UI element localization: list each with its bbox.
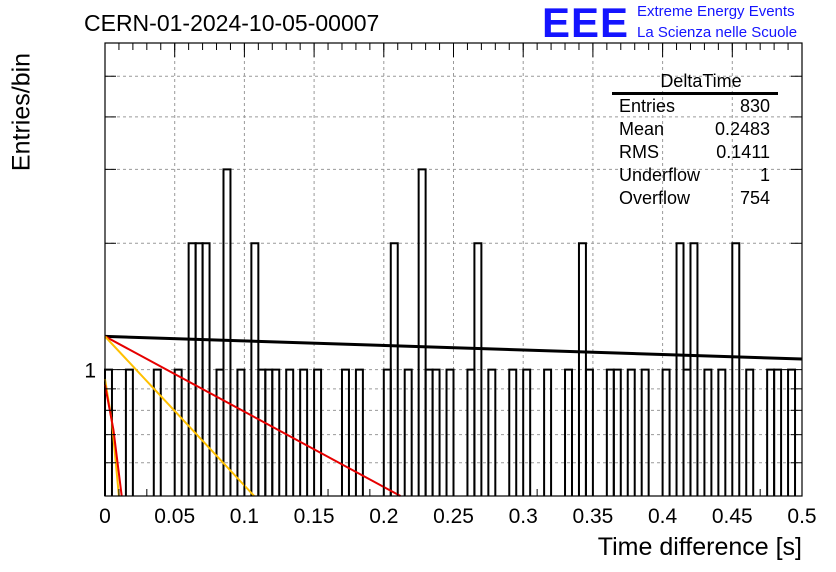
histogram-bin	[431, 368, 441, 496]
stats-value: 830	[739, 96, 770, 116]
x-tick-label: 0.1	[230, 505, 259, 528]
stats-value: 1	[759, 165, 770, 185]
histogram-bin	[445, 368, 455, 496]
histogram-bin	[731, 242, 741, 496]
histogram-bin	[354, 368, 364, 496]
axis-ticks	[104, 42, 803, 497]
stats-row-rms: RMS 0.1411	[612, 141, 782, 164]
histogram-bin	[543, 368, 553, 496]
histogram-bin	[689, 242, 699, 496]
x-tick-label: 0.4	[648, 505, 678, 528]
stats-key: RMS	[619, 142, 659, 162]
x-tick-label: 0	[99, 505, 111, 528]
x-tick-label: 0.45	[712, 505, 753, 528]
x-tick-label: 0.15	[294, 505, 335, 528]
stats-value: 754	[739, 188, 770, 208]
stats-row-overflow: Overflow 754	[612, 187, 782, 210]
histogram-bin	[773, 368, 783, 496]
histogram-bin	[564, 368, 573, 496]
histogram-bin	[584, 368, 594, 496]
x-tick-label: 0.3	[509, 505, 538, 528]
histogram-bin	[612, 368, 622, 496]
histogram-bin	[340, 368, 350, 496]
run-title: CERN-01-2024-10-05-00007	[84, 10, 380, 36]
histogram-bins	[104, 168, 797, 496]
histogram-bin	[522, 368, 532, 496]
stats-value: 0.1411	[716, 142, 770, 162]
histogram-bin	[508, 368, 518, 496]
histogram-bin	[717, 368, 727, 496]
histogram-bin	[299, 368, 309, 496]
stats-key: Underflow	[619, 165, 701, 185]
histogram-bin	[703, 368, 713, 496]
histogram-bin	[403, 368, 413, 496]
fit-curve	[104, 384, 123, 497]
histogram-bin	[389, 242, 399, 496]
histogram-bin	[745, 368, 755, 496]
tick-labels: 0 0.05 0.1 0.15 0.2 0.25 0.3 0.35 0.4 0.45 0.5 1	[84, 360, 816, 528]
stats-row-mean: Mean 0.2483	[612, 118, 782, 141]
fit-curve	[104, 335, 401, 497]
y-axis-label: Entries/bin	[7, 52, 36, 172]
histogram-bin	[285, 368, 295, 496]
x-tick-label: 0.25	[433, 505, 474, 528]
histogram-bin	[124, 368, 134, 496]
fit-curve	[104, 335, 255, 497]
histogram-bin	[201, 242, 211, 496]
histogram-bin	[487, 368, 497, 496]
stats-box: DeltaTime Entries 830 Mean 0.2483 RMS 0.…	[612, 70, 782, 210]
histogram-bin	[473, 242, 483, 496]
fit-curve	[104, 334, 803, 361]
histogram-bin	[640, 368, 650, 496]
stats-value: 0.2483	[714, 119, 770, 139]
stats-key: Entries	[619, 96, 676, 116]
stats-key: Overflow	[619, 188, 691, 208]
x-tick-label: 0.05	[154, 505, 195, 528]
histogram-bin	[152, 368, 162, 496]
histogram-bin	[236, 368, 246, 496]
x-tick-label: 0.2	[369, 505, 398, 528]
stats-row-entries: Entries 830	[612, 95, 782, 118]
histogram-bin	[626, 368, 636, 496]
x-axis-label: Time difference [s]	[597, 533, 802, 561]
plot-frame	[104, 42, 803, 497]
histogram-bin	[417, 168, 427, 496]
histogram-bin	[271, 368, 281, 496]
histogram-bin	[661, 368, 671, 496]
histogram-bin	[173, 368, 183, 496]
histogram-bin	[313, 368, 323, 496]
logo-subtitle-line2: La Scienza nelle Scuole	[637, 24, 798, 41]
fit-curves	[104, 334, 803, 497]
x-tick-label: 0.5	[787, 505, 816, 528]
logo-subtitle-line1: Extreme Energy Events	[637, 3, 795, 20]
stats-key: Mean	[619, 119, 665, 139]
eee-logo: EEE	[542, 0, 630, 46]
histogram-bin	[222, 168, 232, 496]
stats-divider	[612, 92, 778, 95]
stats-title: DeltaTime	[660, 71, 742, 91]
y-tick-label: 1	[84, 360, 96, 383]
stats-row-underflow: Underflow 1	[612, 164, 782, 187]
x-tick-label: 0.35	[572, 505, 613, 528]
